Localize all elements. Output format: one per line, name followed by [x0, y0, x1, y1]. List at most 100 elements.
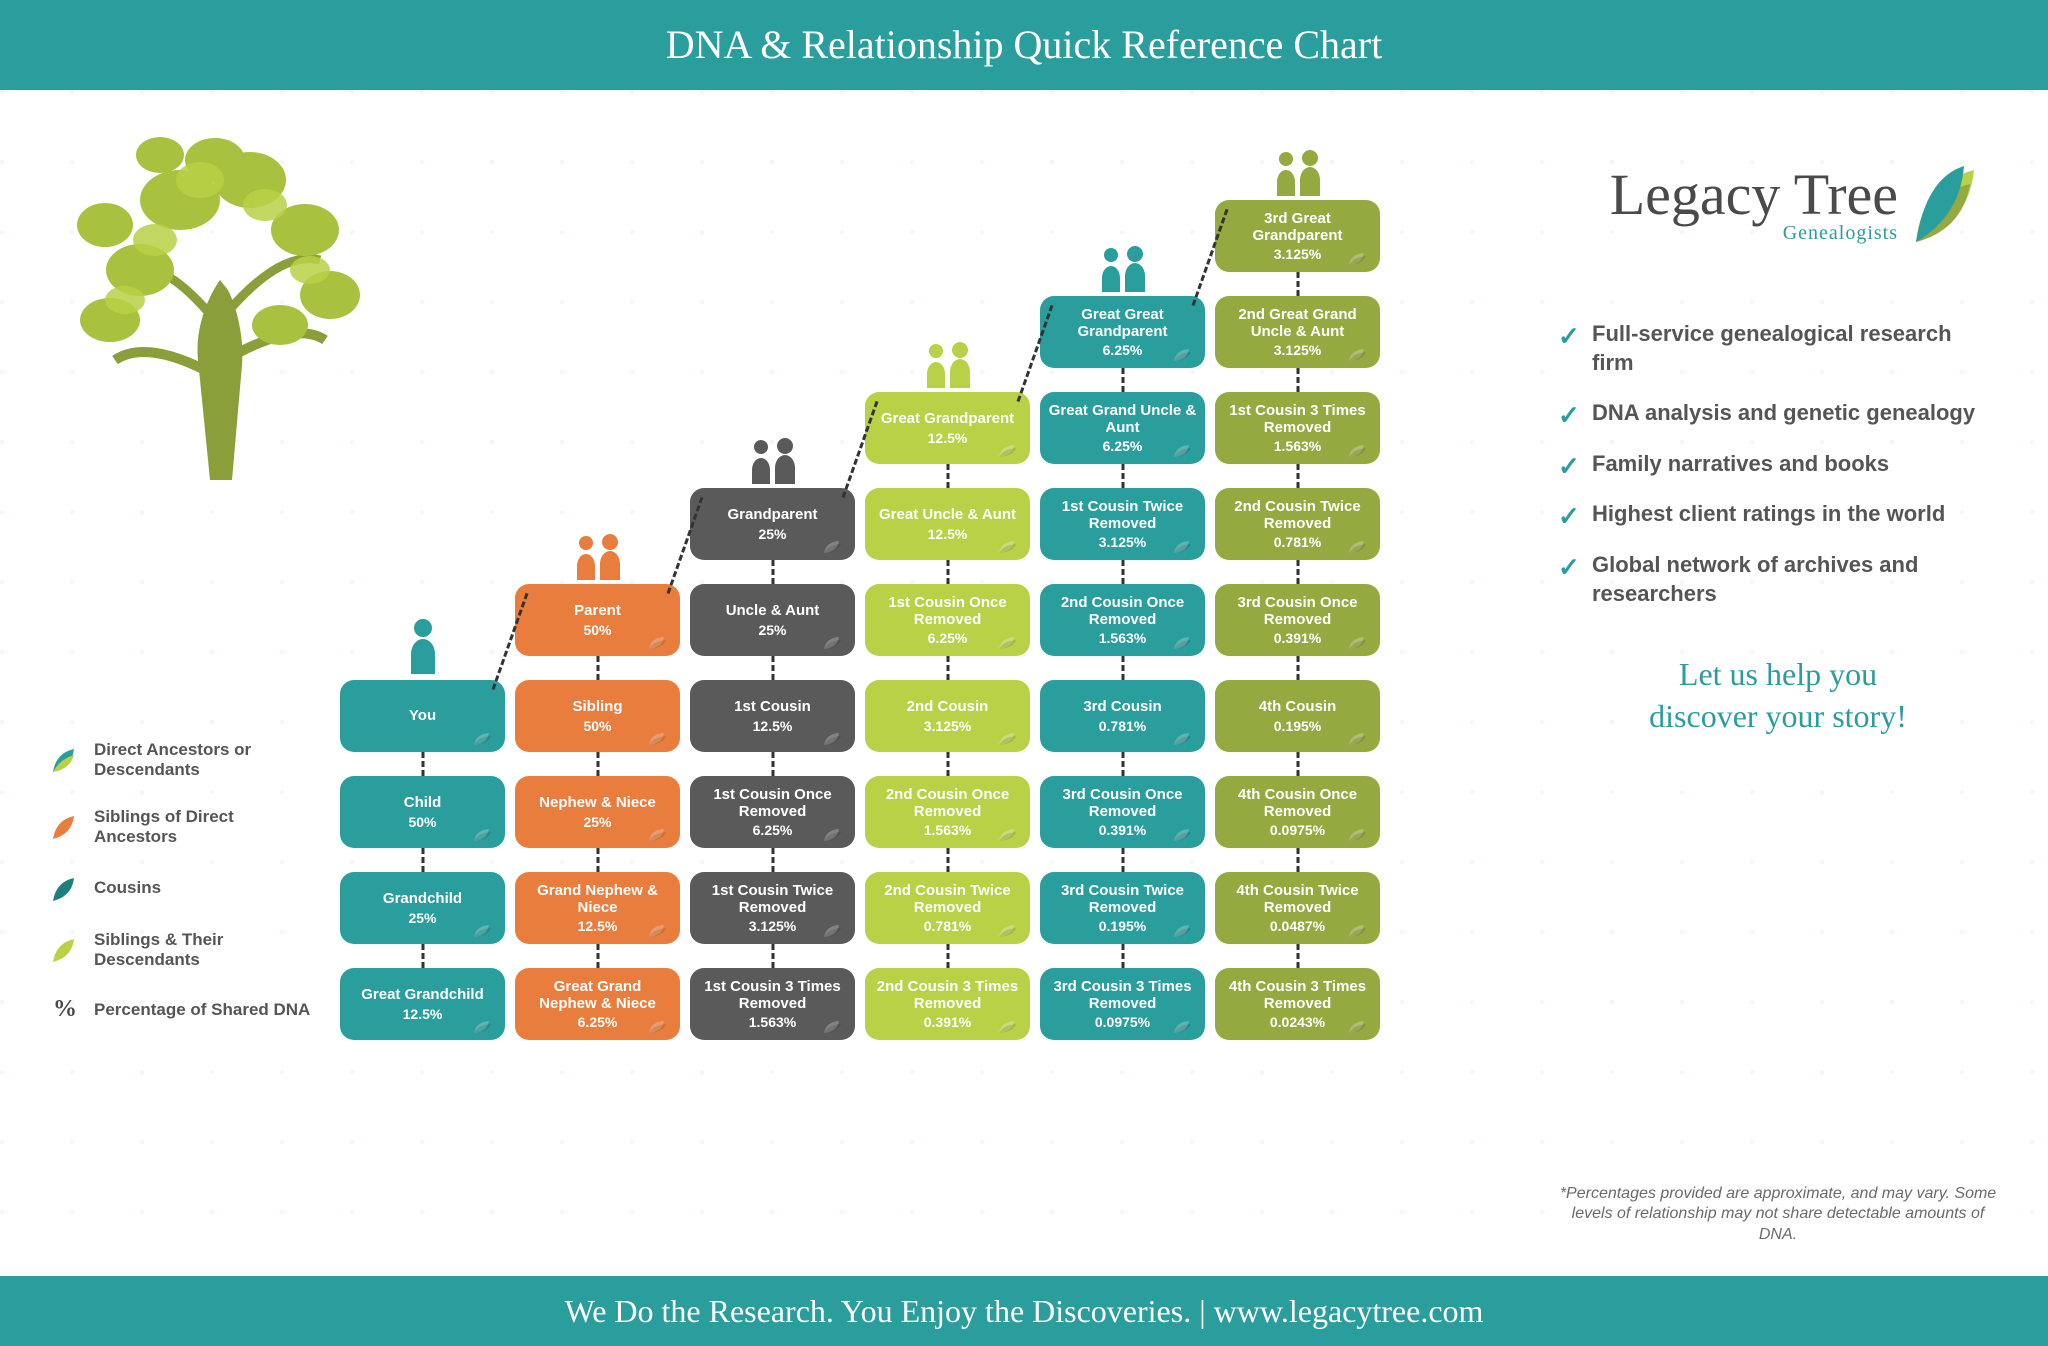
card-leaf-icon: [1348, 540, 1370, 554]
card-leaf-icon: [998, 444, 1020, 458]
card-label: Great Grand Uncle & Aunt: [1048, 402, 1197, 437]
legend-row: Siblings & Their Descendants: [50, 930, 320, 971]
legend-row: Direct Ancestors or Descendants: [50, 740, 320, 781]
card-percentage: 0.391%: [924, 1014, 971, 1030]
card-percentage: 3.125%: [1099, 534, 1146, 550]
card-leaf-icon: [1173, 828, 1195, 842]
relationship-card: 3rd Great Grandparent3.125%: [1215, 200, 1380, 272]
card-percentage: 3.125%: [1274, 246, 1321, 262]
vertical-connector: [865, 752, 1030, 776]
card-percentage: 50%: [583, 718, 611, 734]
card-label: 2nd Great Grand Uncle & Aunt: [1223, 306, 1372, 341]
card-leaf-icon: [998, 828, 1020, 842]
card-percentage: 0.391%: [1274, 630, 1321, 646]
relationship-card: 2nd Great Grand Uncle & Aunt3.125%: [1215, 296, 1380, 368]
relationship-card: Uncle & Aunt25%: [690, 584, 855, 656]
disclaimer-text: *Percentages provided are approximate, a…: [1558, 1184, 1998, 1246]
card-leaf-icon: [648, 636, 670, 650]
card-label: Great Grandchild: [361, 986, 484, 1003]
relationship-card: Nephew & Niece25%: [515, 776, 680, 848]
vertical-connector: [865, 656, 1030, 680]
card-label: 2nd Cousin 3 Times Removed: [873, 978, 1022, 1013]
card-label: 1st Cousin Once Removed: [873, 594, 1022, 629]
relationship-card: 1st Cousin 3 Times Removed1.563%: [690, 968, 855, 1040]
card-label: 1st Cousin: [734, 698, 811, 715]
footer-url: www.legacytree.com: [1214, 1293, 1484, 1329]
card-label: Parent: [574, 602, 621, 619]
relationship-card: 2nd Cousin Twice Removed0.781%: [865, 872, 1030, 944]
card-leaf-icon: [998, 636, 1020, 650]
relationship-card: 1st Cousin 3 Times Removed1.563%: [1215, 392, 1380, 464]
card-leaf-icon: [998, 924, 1020, 938]
relationship-card: 4th Cousin Once Removed0.0975%: [1215, 776, 1380, 848]
card-label: 1st Cousin Twice Removed: [1048, 498, 1197, 533]
page-title: DNA & Relationship Quick Reference Chart: [666, 22, 1382, 67]
relationship-card: 1st Cousin Twice Removed3.125%: [1040, 488, 1205, 560]
leaf-icon: [50, 935, 80, 965]
vertical-connector: [1215, 560, 1380, 584]
card-leaf-icon: [823, 636, 845, 650]
vertical-connector: [515, 944, 680, 968]
relationship-card: Great Grandchild12.5%: [340, 968, 505, 1040]
card-leaf-icon: [823, 924, 845, 938]
card-percentage: 0.0975%: [1270, 822, 1325, 838]
footer-sep: |: [1199, 1293, 1213, 1329]
card-leaf-icon: [998, 540, 1020, 554]
brand-logo: Legacy Tree Genealogists: [1558, 160, 1998, 250]
relationship-card: 1st Cousin Once Removed6.25%: [690, 776, 855, 848]
card-percentage: 1.563%: [1274, 438, 1321, 454]
card-percentage: 12.5%: [928, 526, 968, 542]
cta-line2: discover your story!: [1649, 698, 1907, 734]
vertical-connector: [1040, 656, 1205, 680]
couple-icon: [743, 438, 803, 484]
vertical-connector: [515, 752, 680, 776]
cta-line1: Let us help you: [1679, 656, 1877, 692]
couple-icon: [1093, 246, 1153, 292]
card-label: Great Great Grandparent: [1048, 306, 1197, 341]
relationship-column: Parent50% Sibling50%Nephew & Niece25%Gra…: [515, 584, 680, 1040]
relationship-card: 2nd Cousin Once Removed1.563%: [865, 776, 1030, 848]
card-percentage: 6.25%: [1103, 438, 1143, 454]
relationship-card: 1st Cousin 12.5%: [690, 680, 855, 752]
footer-banner: We Do the Research. You Enjoy the Discov…: [0, 1276, 2048, 1346]
card-leaf-icon: [1173, 348, 1195, 362]
card-label: 4th Cousin 3 Times Removed: [1223, 978, 1372, 1013]
card-percentage: 12.5%: [753, 718, 793, 734]
card-percentage: 0.195%: [1099, 918, 1146, 934]
legend-label: Direct Ancestors or Descendants: [94, 740, 320, 781]
card-percentage: 25%: [583, 814, 611, 830]
card-leaf-icon: [1173, 636, 1195, 650]
card-percentage: 0.0487%: [1270, 918, 1325, 934]
card-label: 3rd Cousin Twice Removed: [1048, 882, 1197, 917]
card-percentage: 3.125%: [924, 718, 971, 734]
card-leaf-icon: [1348, 732, 1370, 746]
card-leaf-icon: [1173, 540, 1195, 554]
card-percentage: 6.25%: [928, 630, 968, 646]
card-percentage: 0.781%: [1099, 718, 1146, 734]
vertical-connector: [1215, 272, 1380, 296]
card-percentage: 3.125%: [749, 918, 796, 934]
card-percentage: 6.25%: [578, 1014, 618, 1030]
percent-icon: %: [50, 996, 80, 1023]
relationship-card: 3rd Cousin Once Removed0.391%: [1040, 776, 1205, 848]
card-leaf-icon: [1173, 444, 1195, 458]
card-percentage: 0.0243%: [1270, 1014, 1325, 1030]
relationship-column: Great Grandparent12.5% Great Uncle & Aun…: [865, 392, 1030, 1040]
legend-label: Percentage of Shared DNA: [94, 1000, 310, 1020]
card-label: 4th Cousin Once Removed: [1223, 786, 1372, 821]
vertical-connector: [340, 848, 505, 872]
card-leaf-icon: [648, 1020, 670, 1034]
card-percentage: 0.195%: [1274, 718, 1321, 734]
relationship-card: 4th Cousin 3 Times Removed0.0243%: [1215, 968, 1380, 1040]
relationship-card: Grand Nephew & Niece12.5%: [515, 872, 680, 944]
relationship-card: Grandparent25%: [690, 488, 855, 560]
brand-leaf-icon: [1908, 160, 1998, 250]
vertical-connector: [1040, 752, 1205, 776]
relationship-card: 3rd Cousin Twice Removed0.195%: [1040, 872, 1205, 944]
card-percentage: 3.125%: [1274, 342, 1321, 358]
relationship-card: 4th Cousin0.195%: [1215, 680, 1380, 752]
vertical-connector: [1215, 944, 1380, 968]
card-percentage: 25%: [408, 910, 436, 926]
card-leaf-icon: [823, 732, 845, 746]
legend-row: % Percentage of Shared DNA: [50, 996, 320, 1023]
